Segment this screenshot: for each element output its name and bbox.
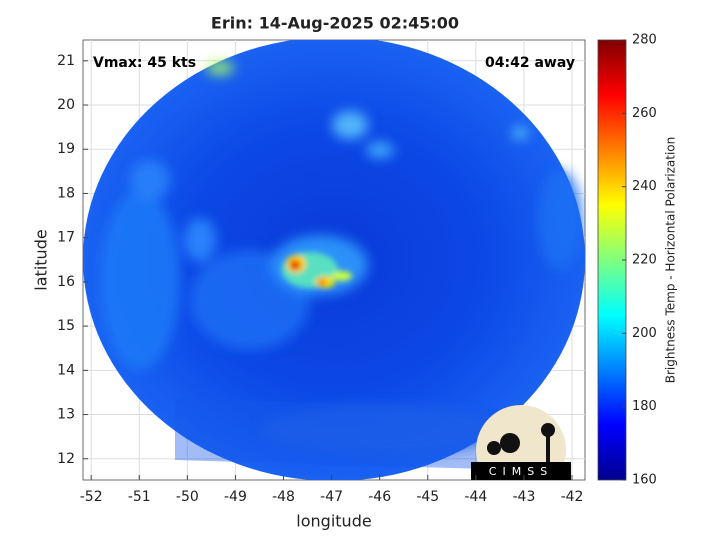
x-tick-label: -44 (464, 489, 487, 505)
colorbar-tick-label: 260 (632, 106, 657, 121)
y-tick-label: 18 (57, 185, 75, 201)
x-tick-label: -50 (176, 489, 199, 505)
x-tick-label: -51 (128, 489, 151, 505)
y-tick-label: 15 (57, 318, 75, 334)
y-tick-label: 13 (57, 407, 75, 423)
annotation: 04:42 away (485, 55, 575, 71)
y-axis-label: latitude (32, 229, 51, 290)
x-tick-label: -48 (272, 489, 295, 505)
colorbar-tick-label: 200 (632, 326, 657, 341)
y-tick-label: 17 (57, 230, 75, 246)
y-tick-label: 21 (57, 53, 75, 69)
y-tick-label: 12 (57, 451, 75, 467)
x-axis-label: longitude (296, 512, 371, 531)
y-tick-label: 16 (57, 274, 75, 290)
y-tick-label: 20 (57, 97, 75, 113)
colorbar (597, 39, 627, 481)
colorbar-label: Brightness Temp - Horizontal Polarizatio… (664, 137, 678, 384)
annotation: Vmax: 45 kts (93, 55, 196, 71)
x-tick-label: -49 (224, 489, 247, 505)
chart-title: Erin: 14-Aug-2025 02:45:00 (211, 14, 459, 33)
satellite-image (83, 40, 585, 480)
colorbar-tick-label: 280 (632, 33, 657, 48)
colorbar-tick-label: 160 (632, 473, 657, 488)
y-tick-label: 14 (57, 362, 75, 378)
x-tick-label: -42 (561, 489, 584, 505)
colorbar-tick-label: 180 (632, 399, 657, 414)
logo: CIMSS (471, 405, 571, 480)
x-tick-label: -52 (80, 489, 103, 505)
y-tick-label: 19 (57, 141, 75, 157)
logo-text: CIMSS (489, 465, 553, 478)
x-tick-label: -45 (416, 489, 439, 505)
colorbar-tick-label: 220 (632, 253, 657, 268)
x-tick-label: -47 (320, 489, 343, 505)
colorbar-tick-label: 240 (632, 179, 657, 194)
x-tick-label: -46 (368, 489, 391, 505)
x-tick-label: -43 (512, 489, 535, 505)
